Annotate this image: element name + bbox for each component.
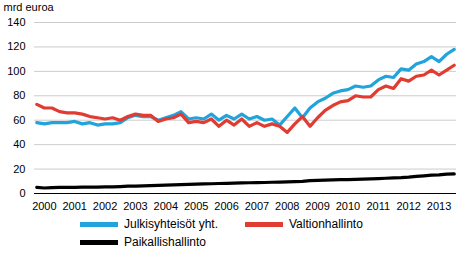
svg-text:2008: 2008 — [275, 200, 299, 212]
svg-text:60: 60 — [13, 114, 25, 126]
svg-text:2003: 2003 — [123, 200, 147, 212]
svg-text:2004: 2004 — [154, 200, 178, 212]
html-text:Paikallishallinto: Paikallishallinto — [124, 235, 206, 249]
svg-text:2011: 2011 — [366, 200, 390, 212]
svg-text:2010: 2010 — [336, 200, 360, 212]
svg-text:40: 40 — [13, 138, 25, 150]
svg-text:120: 120 — [7, 40, 25, 52]
svg-text:2000: 2000 — [32, 200, 56, 212]
svg-text:0: 0 — [19, 187, 25, 199]
svg-text:2007: 2007 — [245, 200, 269, 212]
svg-text:mrd euroa: mrd euroa — [4, 1, 55, 13]
svg-text:2001: 2001 — [62, 200, 86, 212]
svg-text:2009: 2009 — [305, 200, 329, 212]
html-text:Julkisyhteisöt yht.: Julkisyhteisöt yht. — [124, 217, 218, 231]
svg-text:2002: 2002 — [93, 200, 117, 212]
svg-text:140: 140 — [7, 16, 25, 28]
svg-text:2013: 2013 — [427, 200, 451, 212]
html-text:Valtionhallinto: Valtionhallinto — [289, 217, 363, 231]
svg-text:2012: 2012 — [396, 200, 420, 212]
svg-text:80: 80 — [13, 89, 25, 101]
svg-text:20: 20 — [13, 163, 25, 175]
svg-text:100: 100 — [7, 65, 25, 77]
svg-text:2006: 2006 — [214, 200, 238, 212]
svg-text:2005: 2005 — [184, 200, 208, 212]
